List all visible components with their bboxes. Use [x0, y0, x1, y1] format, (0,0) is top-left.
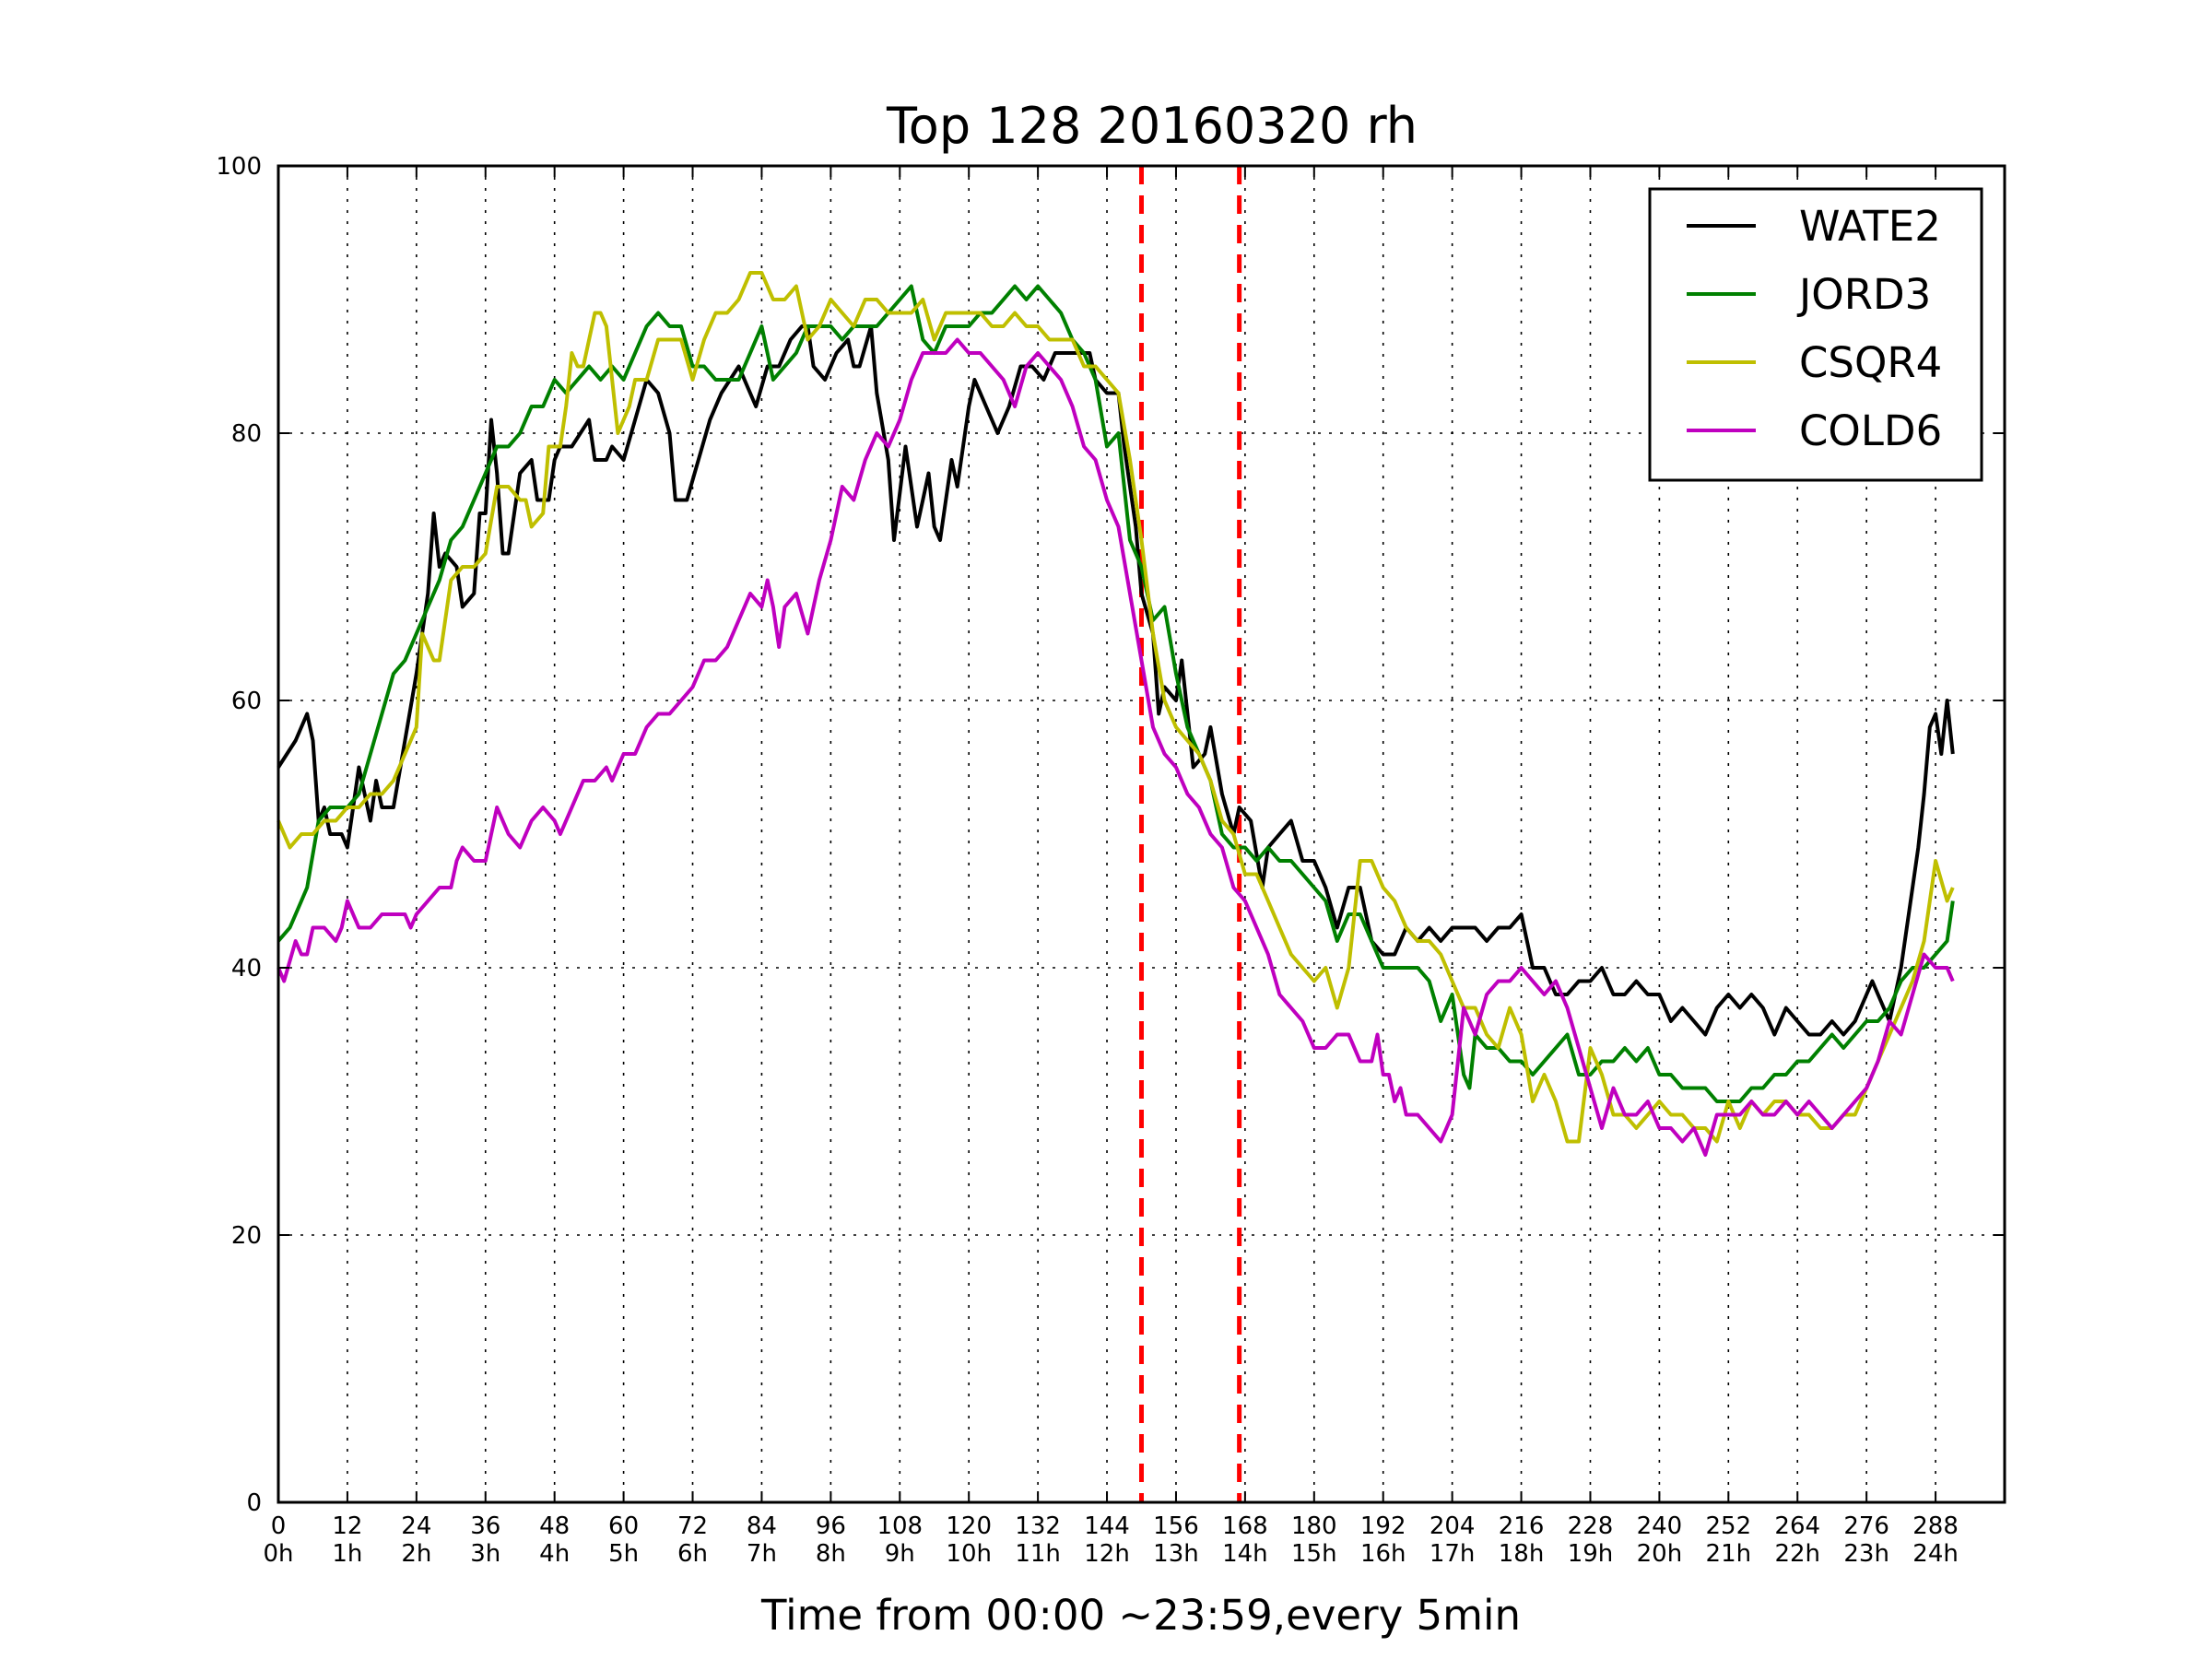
y-tick-label: 20 — [231, 1222, 262, 1250]
x-tick-label: 9h — [885, 1540, 915, 1568]
legend-label-csqr4: CSQR4 — [1799, 338, 1942, 387]
legend-label-wate2: WATE2 — [1799, 202, 1941, 251]
x-tick-label: 7h — [747, 1540, 777, 1568]
x-tick-label: 228 — [1568, 1512, 1614, 1540]
x-tick-label: 72 — [677, 1512, 708, 1540]
x-tick-label: 15h — [1291, 1540, 1337, 1568]
y-tick-label: 80 — [231, 420, 262, 448]
x-tick-label: 11h — [1015, 1540, 1061, 1568]
x-tick-label: 2h — [401, 1540, 431, 1568]
x-tick-label: 264 — [1774, 1512, 1820, 1540]
x-tick-label: 24 — [401, 1512, 431, 1540]
x-tick-label: 19h — [1568, 1540, 1614, 1568]
x-tick-label: 216 — [1499, 1512, 1545, 1540]
x-tick-label: 14h — [1222, 1540, 1268, 1568]
legend: WATE2 JORD3 CSQR4 COLD6 — [1648, 187, 1983, 482]
legend-label-cold6: COLD6 — [1799, 406, 1942, 455]
x-tick-label: 24h — [1912, 1540, 1959, 1568]
legend-label-jord3: JORD3 — [1796, 270, 1931, 319]
x-tick-label: 276 — [1843, 1512, 1889, 1540]
x-tick-label: 180 — [1291, 1512, 1337, 1540]
x-tick-label: 5h — [608, 1540, 639, 1568]
x-tick-label: 60 — [608, 1512, 639, 1540]
x-tick-label: 12 — [332, 1512, 362, 1540]
x-tick-label: 18h — [1499, 1540, 1545, 1568]
series-line-jord3 — [276, 284, 1955, 1103]
x-tick-label: 8h — [816, 1540, 846, 1568]
x-tick-label: 240 — [1637, 1512, 1683, 1540]
x-tick-label: 96 — [816, 1512, 846, 1540]
x-tick-label: 13h — [1153, 1540, 1199, 1568]
y-tick-label: 0 — [246, 1489, 262, 1517]
y-tick-label: 60 — [231, 688, 262, 715]
series-line-cold6 — [276, 337, 1955, 1157]
x-tick-label: 84 — [747, 1512, 777, 1540]
x-tick-label: 6h — [677, 1540, 708, 1568]
x-tick-label: 16h — [1360, 1540, 1406, 1568]
x-tick-label: 36 — [470, 1512, 500, 1540]
x-tick-label: 120 — [946, 1512, 992, 1540]
y-tick-label: 100 — [216, 153, 262, 181]
chart-title: Top 128 20160320 rh — [886, 97, 1418, 155]
x-tick-label: 17h — [1430, 1540, 1476, 1568]
x-tick-label: 3h — [470, 1540, 500, 1568]
x-tick-label: 48 — [539, 1512, 570, 1540]
x-tick-label: 0 — [271, 1512, 287, 1540]
series-lines — [276, 271, 1955, 1157]
series-line-csqr4 — [276, 271, 1955, 1144]
y-tick-label: 40 — [231, 955, 262, 982]
x-tick-label: 252 — [1705, 1512, 1751, 1540]
x-tick-label: 156 — [1153, 1512, 1199, 1540]
x-tick-label: 1h — [332, 1540, 362, 1568]
x-tick-label: 22h — [1774, 1540, 1820, 1568]
x-tick-label: 144 — [1084, 1512, 1130, 1540]
x-tick-label: 168 — [1222, 1512, 1268, 1540]
x-tick-label: 12h — [1084, 1540, 1130, 1568]
axis-ticks: 00h121h242h363h484h605h726h847h968h1089h… — [216, 153, 2005, 1568]
x-tick-label: 4h — [539, 1540, 570, 1568]
x-tick-label: 192 — [1360, 1512, 1406, 1540]
x-tick-label: 288 — [1912, 1512, 1959, 1540]
x-tick-label: 0h — [263, 1540, 293, 1568]
plot-frame — [276, 164, 2006, 1504]
x-tick-label: 23h — [1843, 1540, 1889, 1568]
x-tick-label: 108 — [877, 1512, 923, 1540]
x-tick-label: 204 — [1430, 1512, 1476, 1540]
x-axis-label: Time from 00:00 ~23:59,every 5min — [760, 1591, 1521, 1640]
reference-lines — [1139, 166, 1242, 1502]
x-tick-label: 21h — [1706, 1540, 1752, 1568]
x-tick-label: 20h — [1637, 1540, 1683, 1568]
x-tick-label: 132 — [1015, 1512, 1061, 1540]
x-tick-label: 10h — [946, 1540, 992, 1568]
